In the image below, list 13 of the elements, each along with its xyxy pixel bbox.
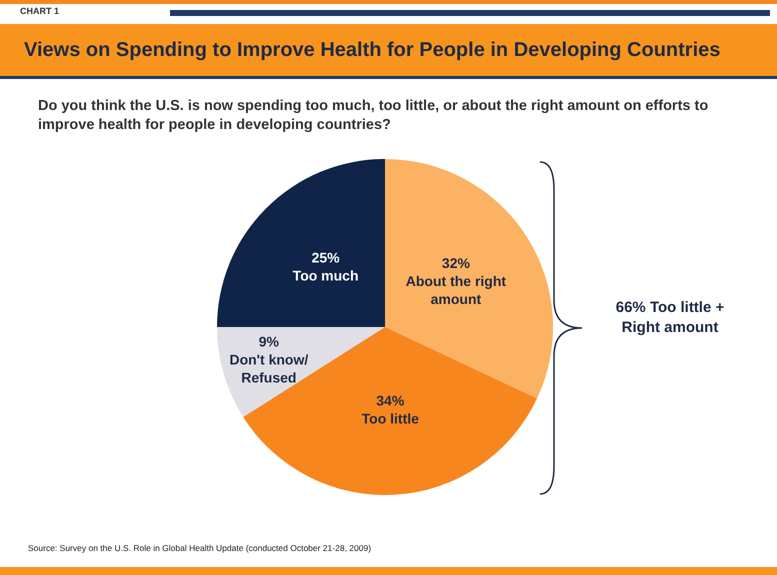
slice-label: About the right amount bbox=[406, 272, 506, 307]
slice-label: Too little bbox=[362, 410, 420, 427]
chart-subtitle: Do you think the U.S. is now spending too much, too little, or about the right amount on efforts to improve health for people in developing countries? bbox=[38, 97, 710, 135]
data-label: 9% bbox=[258, 334, 280, 350]
slice-label: Too much bbox=[292, 267, 359, 284]
source-note: Source: Survey on the U.S. Role in Global Health Update (conducted October 21-28, 2009) bbox=[28, 543, 372, 553]
caption: CHART 1 bbox=[20, 6, 60, 16]
data-label: 34% bbox=[376, 392, 405, 409]
data-label: 32% bbox=[442, 254, 470, 271]
slice-label: Don't know/ Refused bbox=[229, 352, 308, 386]
chart-title: Views on Spending to Improve Health for People in Developing Countries bbox=[24, 38, 720, 62]
data-label: 25% bbox=[312, 249, 340, 266]
text: 66% Too little + Right amount bbox=[614, 298, 726, 338]
